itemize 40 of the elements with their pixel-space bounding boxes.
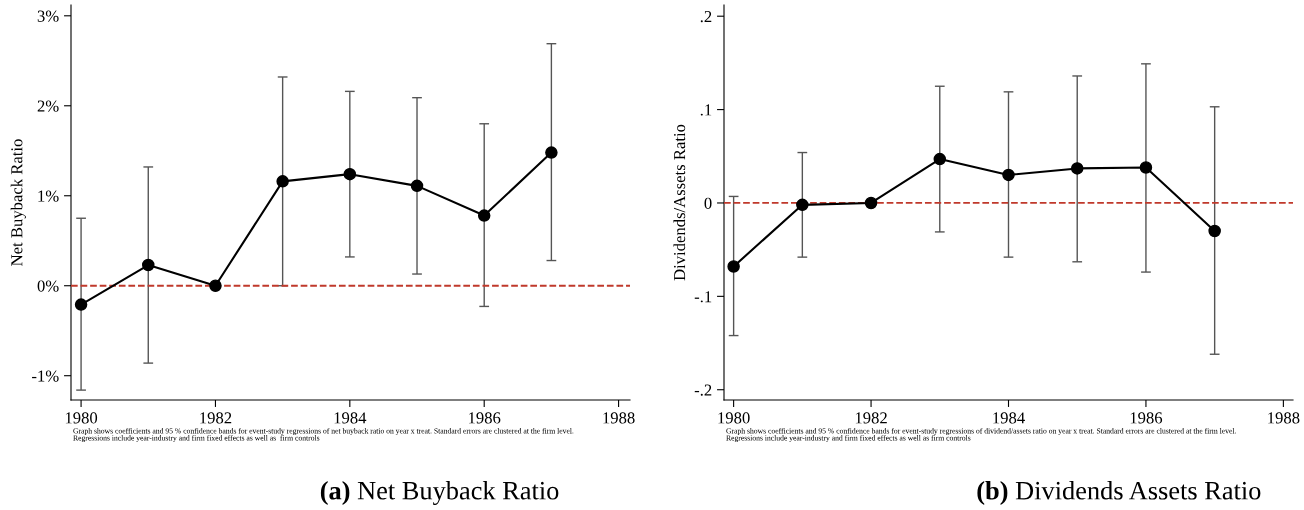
point: [477, 209, 491, 222]
y-tick-label: -.2: [694, 384, 712, 396]
text: (b) Dividends Assets Ratio: [977, 481, 1261, 505]
x-tick-label: 1984: [334, 412, 367, 424]
point: [727, 260, 740, 273]
point: [74, 298, 88, 311]
y-tick-label: -1%: [32, 370, 59, 382]
x-tick-label: 1986: [469, 412, 501, 424]
text: (a) Net Buyback Ratio: [320, 481, 559, 505]
x-tick-label: 1980: [65, 412, 98, 424]
x-tick-label: 1980: [718, 412, 750, 424]
point: [1002, 168, 1015, 182]
x-tick-label: 1986: [1130, 412, 1163, 424]
point: [1139, 161, 1153, 174]
x-tick-label: 1982: [855, 412, 887, 424]
point: [142, 258, 155, 272]
y-tick-label: 0%: [37, 280, 59, 292]
point: [209, 279, 222, 292]
point: [1208, 224, 1221, 238]
y-tick-label: 0: [704, 197, 712, 209]
x-tick-label: 1984: [993, 412, 1025, 424]
y-axis-title: Dividends/Assets Ratio: [673, 124, 686, 281]
point: [410, 179, 424, 193]
x-tick-label: 1982: [200, 412, 232, 424]
point: [343, 167, 357, 181]
point: [1070, 162, 1084, 175]
y-tick-label: -.1: [694, 291, 712, 303]
point: [545, 146, 558, 159]
point: [276, 175, 289, 188]
point: [864, 196, 878, 210]
y-tick-label: 2%: [37, 100, 59, 112]
point: [933, 152, 947, 166]
y-axis-title: Net Buyback Ratio: [10, 139, 26, 266]
y-tick-label: .2: [700, 10, 712, 23]
y-tick-label: 3%: [37, 10, 59, 22]
y-tick-label: .1: [700, 104, 712, 116]
x-tick-label: 1988: [603, 412, 635, 424]
point: [796, 198, 809, 212]
x-tick-label: 1988: [1268, 412, 1300, 424]
y-tick-label: 1%: [38, 190, 59, 202]
